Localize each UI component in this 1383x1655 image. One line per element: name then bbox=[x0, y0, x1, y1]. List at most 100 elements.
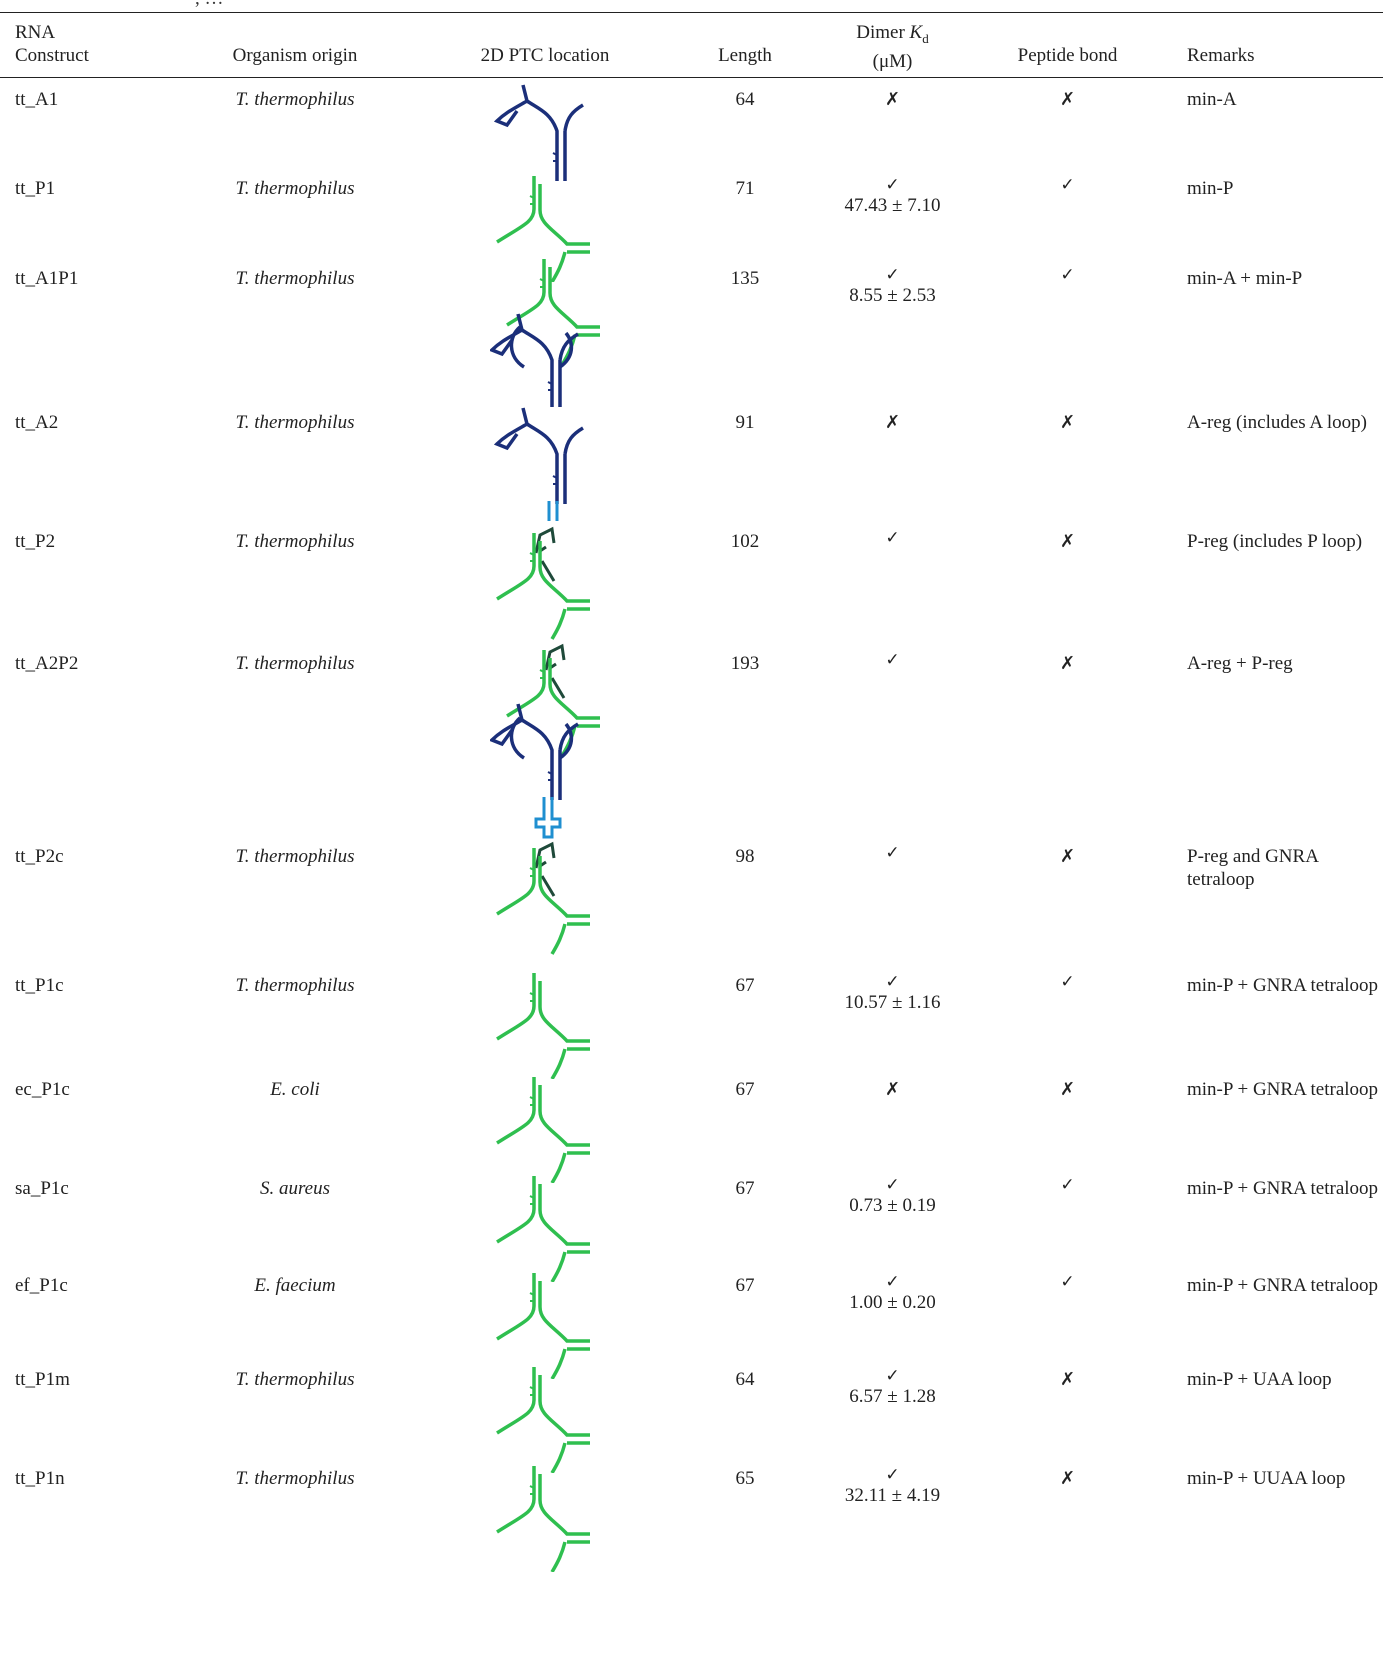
row-construct: tt_P1m bbox=[15, 1369, 70, 1390]
ptc-structure-diagram bbox=[490, 1172, 600, 1283]
rna-secondary-structure-icon bbox=[496, 1176, 590, 1283]
row-length: 65 bbox=[735, 1468, 755, 1489]
row-organism: T. thermophilus bbox=[235, 653, 355, 674]
row-peptide-bond: ✗ bbox=[1000, 411, 1135, 434]
rna-secondary-structure-icon bbox=[496, 176, 590, 283]
check-mark-icon: ✓ bbox=[1060, 1175, 1075, 1195]
header-construct-line1: RNA bbox=[15, 22, 56, 43]
row-length: 135 bbox=[730, 268, 760, 289]
row-organism: T. thermophilus bbox=[235, 846, 355, 867]
row-peptide-bond: ✗ bbox=[1000, 1467, 1135, 1490]
rna-secondary-structure-icon bbox=[496, 973, 590, 1080]
row-peptide-bond: ✓ bbox=[1000, 177, 1135, 194]
row-remarks: min-P + GNRA tetraloop bbox=[1187, 1275, 1379, 1296]
cross-mark-icon: ✗ bbox=[1059, 1468, 1076, 1489]
row-length: 67 bbox=[735, 975, 755, 996]
row-organism: T. thermophilus bbox=[235, 178, 355, 199]
rna-secondary-structure-icon bbox=[496, 1077, 590, 1184]
row-remarks: P-reg and GNRA tetraloop bbox=[1187, 846, 1318, 890]
ptc-structure-diagram bbox=[490, 525, 600, 640]
kd-value: 1.00 ± 0.20 bbox=[849, 1292, 936, 1313]
row-organism: T. thermophilus bbox=[235, 89, 355, 110]
cross-mark-icon: ✗ bbox=[1059, 1079, 1076, 1100]
row-construct: tt_A1P1 bbox=[15, 268, 79, 289]
cross-mark-icon: ✗ bbox=[1059, 412, 1076, 433]
header-kd-prefix: Dimer bbox=[856, 22, 910, 43]
header-peptide-bond: Peptide bond bbox=[1017, 45, 1118, 66]
rna-secondary-structure-icon bbox=[496, 841, 590, 955]
row-length: 67 bbox=[735, 1275, 755, 1296]
header-organism: Organism origin bbox=[232, 45, 358, 66]
ptc-structure-diagram bbox=[490, 1462, 600, 1573]
rna-secondary-structure-icon bbox=[493, 407, 584, 543]
check-mark-icon: ✓ bbox=[885, 1272, 900, 1292]
row-construct: tt_A2P2 bbox=[15, 653, 79, 674]
row-remarks: A-reg + P-reg bbox=[1187, 653, 1293, 674]
row-peptide-bond: ✗ bbox=[1000, 652, 1135, 675]
check-mark-icon: ✓ bbox=[885, 528, 900, 548]
row-organism: T. thermophilus bbox=[235, 268, 355, 289]
check-mark-icon: ✓ bbox=[885, 843, 900, 863]
header-length: Length bbox=[718, 45, 772, 66]
row-dimer-kd: ✗ bbox=[810, 1078, 975, 1101]
ptc-structure-diagram bbox=[490, 172, 600, 283]
row-remarks: P-reg (includes P loop) bbox=[1187, 531, 1363, 552]
ptc-structure-diagram bbox=[488, 642, 620, 842]
rna-secondary-structure-icon bbox=[493, 84, 584, 181]
row-construct: ef_P1c bbox=[15, 1275, 68, 1296]
ptc-structure-diagram bbox=[490, 406, 600, 543]
row-construct: tt_P2 bbox=[15, 531, 56, 552]
ptc-structure-diagram bbox=[490, 1363, 600, 1474]
ptc-structure-diagram bbox=[490, 840, 600, 955]
rna-secondary-structure-icon bbox=[496, 1466, 590, 1573]
kd-value: 0.73 ± 0.19 bbox=[849, 1195, 936, 1216]
row-dimer-kd: ✗ bbox=[810, 88, 975, 111]
row-dimer-kd: ✓ 6.57 ± 1.28 bbox=[810, 1368, 975, 1408]
ptc-structure-diagram bbox=[488, 257, 620, 410]
row-construct: tt_P1n bbox=[15, 1468, 65, 1489]
row-peptide-bond: ✗ bbox=[1000, 845, 1135, 868]
check-mark-icon: ✓ bbox=[885, 972, 900, 992]
row-peptide-bond: ✓ bbox=[1000, 1274, 1135, 1291]
row-organism: E. faecium bbox=[254, 1275, 336, 1296]
header-ptc-location: 2D PTC location bbox=[480, 45, 610, 66]
ptc-structure-diagram bbox=[490, 1073, 600, 1184]
header-kd-symbol: K bbox=[909, 22, 923, 43]
row-construct: ec_P1c bbox=[15, 1079, 70, 1100]
row-length: 98 bbox=[735, 846, 755, 867]
caption-strip: , … bbox=[0, 0, 1383, 11]
row-length: 67 bbox=[735, 1178, 755, 1199]
header-kd-subscript: d bbox=[922, 30, 929, 46]
check-mark-icon: ✓ bbox=[1060, 972, 1075, 992]
row-length: 67 bbox=[735, 1079, 755, 1100]
header-construct-line2: Construct bbox=[15, 45, 89, 66]
check-mark-icon: ✓ bbox=[885, 265, 900, 285]
row-dimer-kd: ✓ 0.73 ± 0.19 bbox=[810, 1177, 975, 1217]
kd-value: 32.11 ± 4.19 bbox=[844, 1485, 941, 1506]
ptc-structure-diagram bbox=[490, 969, 600, 1080]
row-organism: S. aureus bbox=[259, 1178, 331, 1199]
row-dimer-kd: ✓ bbox=[810, 652, 975, 669]
ptc-structure-diagram bbox=[490, 1269, 600, 1380]
row-peptide-bond: ✗ bbox=[1000, 530, 1135, 553]
check-mark-icon: ✓ bbox=[885, 650, 900, 670]
row-dimer-kd: ✓ bbox=[810, 845, 975, 862]
cross-mark-icon: ✗ bbox=[884, 412, 901, 433]
rna-secondary-structure-icon bbox=[496, 1273, 590, 1380]
row-construct: sa_P1c bbox=[15, 1178, 69, 1199]
row-remarks: min-P + UUAA loop bbox=[1187, 1468, 1346, 1489]
row-construct: tt_P1 bbox=[15, 178, 56, 199]
cross-mark-icon: ✗ bbox=[884, 1079, 901, 1100]
row-organism: E. coli bbox=[270, 1079, 320, 1100]
row-length: 91 bbox=[735, 412, 755, 433]
row-dimer-kd: ✗ bbox=[810, 411, 975, 434]
row-peptide-bond: ✓ bbox=[1000, 267, 1135, 284]
caption-fragment: , … bbox=[195, 0, 224, 10]
cross-mark-icon: ✗ bbox=[884, 89, 901, 110]
row-organism: T. thermophilus bbox=[235, 1468, 355, 1489]
row-dimer-kd: ✓ 32.11 ± 4.19 bbox=[810, 1467, 975, 1507]
header-kd-units: (μM) bbox=[872, 50, 913, 72]
row-length: 64 bbox=[735, 1369, 755, 1390]
cross-mark-icon: ✗ bbox=[1059, 846, 1076, 867]
header-construct: RNA Construct bbox=[15, 21, 89, 67]
